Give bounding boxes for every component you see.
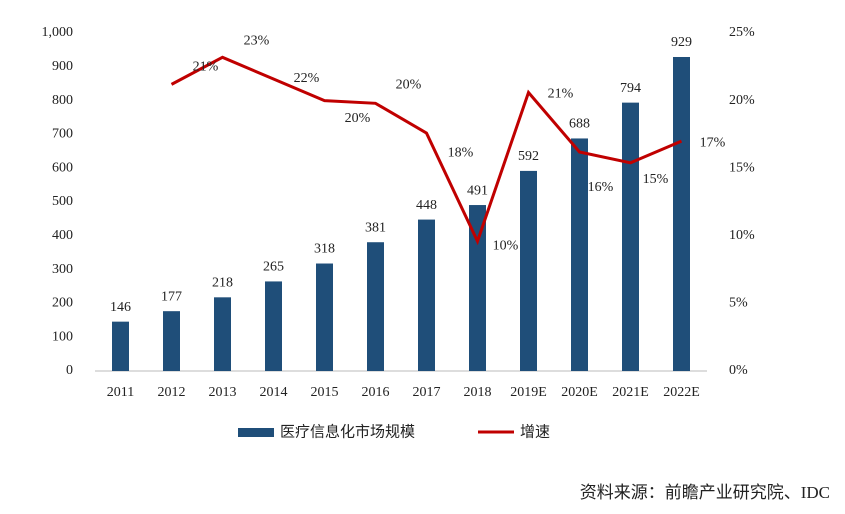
legend-swatch bbox=[238, 428, 274, 437]
y-tick-label: 1,000 bbox=[42, 25, 74, 40]
y-tick-label: 300 bbox=[52, 262, 73, 277]
bar bbox=[265, 281, 282, 371]
bar-value-label: 794 bbox=[620, 81, 641, 96]
bar bbox=[214, 297, 231, 371]
bar-value-label: 448 bbox=[416, 198, 437, 213]
bar bbox=[418, 219, 435, 371]
y-tick-label: 100 bbox=[52, 329, 73, 344]
y-tick-label: 800 bbox=[52, 93, 73, 108]
bar-value-label: 218 bbox=[212, 276, 233, 291]
bar bbox=[571, 138, 588, 371]
bar bbox=[112, 321, 129, 371]
bar-value-label: 929 bbox=[671, 35, 692, 50]
y2-tick-label: 15% bbox=[729, 160, 755, 175]
line-value-label: 17% bbox=[700, 135, 726, 150]
y2-tick-label: 25% bbox=[729, 25, 755, 40]
line-value-label: 16% bbox=[588, 180, 614, 195]
y-tick-label: 500 bbox=[52, 194, 73, 209]
bar-value-label: 177 bbox=[161, 289, 182, 304]
x-tick-label: 2021E bbox=[612, 385, 649, 400]
y2-tick-label: 5% bbox=[729, 296, 748, 311]
bar-value-label: 318 bbox=[314, 242, 335, 257]
y-tick-label: 400 bbox=[52, 228, 73, 243]
bar bbox=[520, 170, 537, 371]
bar bbox=[316, 263, 333, 371]
bar bbox=[673, 56, 690, 372]
line-value-label: 20% bbox=[345, 111, 371, 126]
legend-label: 医疗信息化市场规模 bbox=[280, 423, 415, 440]
y2-tick-label: 0% bbox=[729, 363, 748, 378]
line-value-label: 18% bbox=[448, 145, 474, 160]
y-tick-label: 600 bbox=[52, 160, 73, 175]
legend-label: 增速 bbox=[520, 423, 550, 440]
y-tick-label: 700 bbox=[52, 127, 73, 142]
y2-tick-label: 10% bbox=[729, 228, 755, 243]
growth-line bbox=[170, 55, 683, 246]
line-value-label: 20% bbox=[396, 78, 422, 93]
line-value-label: 22% bbox=[294, 71, 320, 86]
bar-value-label: 491 bbox=[467, 183, 488, 198]
bar-value-label: 146 bbox=[110, 300, 131, 315]
bar bbox=[163, 311, 180, 371]
x-tick-label: 2013 bbox=[209, 385, 237, 400]
line-value-label: 21% bbox=[193, 60, 219, 75]
x-tick-label: 2016 bbox=[362, 385, 390, 400]
y-tick-label: 0 bbox=[66, 363, 73, 378]
bar-value-label: 688 bbox=[569, 117, 590, 132]
x-tick-label: 2019E bbox=[510, 385, 547, 400]
bar-value-label: 592 bbox=[518, 149, 539, 164]
x-tick-label: 2020E bbox=[561, 385, 598, 400]
x-tick-label: 2014 bbox=[260, 385, 288, 400]
x-tick-label: 2017 bbox=[413, 385, 441, 400]
source-note: 资料来源：前瞻产业研究院、IDC bbox=[580, 483, 830, 502]
x-tick-label: 2011 bbox=[107, 385, 134, 400]
line-value-label: 15% bbox=[643, 172, 669, 187]
x-tick-label: 2018 bbox=[464, 385, 492, 400]
y-tick-label: 200 bbox=[52, 296, 73, 311]
bar-value-label: 381 bbox=[365, 220, 386, 235]
line-value-label: 23% bbox=[244, 34, 270, 49]
y2-tick-label: 20% bbox=[729, 93, 755, 108]
x-tick-label: 2012 bbox=[158, 385, 186, 400]
y-tick-label: 900 bbox=[52, 59, 73, 74]
line-value-label: 21% bbox=[548, 87, 574, 102]
line-value-label: 10% bbox=[493, 238, 519, 253]
bar-value-label: 265 bbox=[263, 260, 284, 275]
bar bbox=[469, 205, 486, 371]
x-tick-label: 2022E bbox=[663, 385, 700, 400]
x-tick-label: 2015 bbox=[311, 385, 339, 400]
bar bbox=[367, 242, 384, 371]
bar bbox=[622, 102, 639, 372]
